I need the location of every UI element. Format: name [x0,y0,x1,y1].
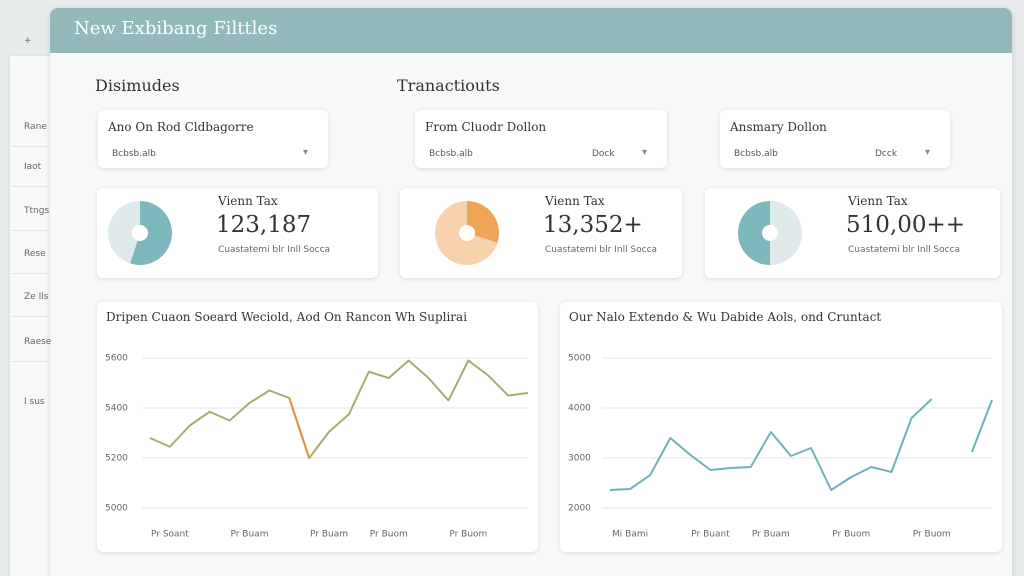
stat-value: 510,00++ [846,212,966,238]
filter-value: Bcbsb.alb [429,149,473,159]
pie-slice [130,201,172,265]
x-tick-label: Pr Buam [752,530,790,540]
pie-chart [108,201,172,265]
pie-center [762,225,778,241]
y-tick-label: 3000 [568,454,591,464]
stat-caption: Cuastatemi blr Inll Socca [218,245,331,255]
filter-card: From Cluodr Dollon Bcbsb.alb Dock ▾ [415,110,667,168]
filter-card: Ansmary Dollon Bcbsb.alb Dcck ▾ [720,110,950,168]
filter-action: Dcck [875,149,898,159]
pie-center [132,225,148,241]
pie-slice [738,201,770,265]
chart-title: Dripen Cuaon Soeard Weciold, Aod On Ranc… [106,310,468,324]
chart-card: Our Nalo Extendo & Wu Dabide Aols, ond C… [560,302,1002,552]
stat-value: 13,352+ [543,212,643,238]
stat-label: Vienn Tax [848,194,908,208]
x-tick-label: Pr Buom [913,530,951,540]
filter-card: Ano On Rod Cldbagorre Bcbsb.alb ▾ [98,110,328,168]
x-tick-label: Pr Buom [370,530,408,540]
filter-label: From Cluodr Dollon [425,120,547,134]
chart-card: Dripen Cuaon Soeard Weciold, Aod On Ranc… [97,302,538,552]
sidebar-item: Ttngs [24,206,50,216]
sidebar-item: Rane [24,122,47,132]
filter-value: Bcbsb.alb [734,149,778,159]
section-title: Tranactiouts [397,76,500,95]
sidebar-item: Iaot [24,162,42,172]
stat-value: 123,187 [216,212,312,238]
pie-chart [738,201,802,265]
filter-caret: ▾ [925,147,931,158]
sidebar-divider [12,146,48,147]
header-title: New Exbibang Filttles [74,18,278,39]
sidebar-divider [12,230,48,231]
filter-action: Dock [592,149,615,159]
stat-label: Vienn Tax [218,194,278,208]
y-tick-label: 4000 [568,404,591,414]
pie-slice [108,201,140,264]
line-highlight [288,397,311,459]
y-tick-label: 5200 [105,454,128,464]
filter-label: Ansmary Dollon [730,120,827,134]
line-chart: 2000 3000 4000 5000 Mi Bami Pr Buant Pr Buam Pr… [568,354,993,540]
pie-chart [435,201,499,265]
stat-label: Vienn Tax [545,194,605,208]
filter-caret: ▾ [303,147,309,158]
pie-center [459,225,475,241]
sidebar-item: + [24,36,32,46]
sidebar-divider [12,186,48,187]
header-bar [50,8,1012,53]
stat-card: Vienn Tax 13,352+ Cuastatemi blr Inll Socc… [400,188,682,278]
filter-caret: ▾ [642,147,648,158]
pie-slice [467,201,499,243]
y-tick-label: 5000 [568,354,591,364]
x-tick-label: Pr Buom [832,530,870,540]
x-tick-label: Pr Buam [310,530,348,540]
stat-caption: Cuastatemi blr Inll Socca [848,245,961,255]
sidebar-divider [12,273,48,274]
sidebar-item: Rese [24,249,46,259]
y-tick-label: 5000 [105,504,128,514]
sidebar-divider [12,316,48,317]
stat-card: Vienn Tax 123,187 Cuastatemi blr Inll Socc… [97,188,378,278]
line-series [970,399,993,453]
sidebar-divider [12,361,48,362]
sidebar-item: I sus [24,397,45,407]
section-title: Disimudes [95,76,180,95]
line-chart: 5000 5200 5400 5600 Pr Soant Pr Buam Pr Buam Pr… [105,354,529,540]
sidebar-item: Ze Ils [24,292,49,302]
stat-caption: Cuastatemi blr Inll Socca [545,245,658,255]
x-tick-label: Pr Soant [151,530,189,540]
stat-card: Vienn Tax 510,00++ Cuastatemi blr Inll Soc… [705,188,1000,278]
sidebar-item: Raese [24,337,52,347]
y-tick-label: 5400 [105,404,128,414]
x-tick-label: Pr Buom [449,530,487,540]
x-tick-label: Pr Buam [230,530,268,540]
y-tick-label: 5600 [105,354,128,364]
x-tick-label: Mi Bami [612,530,648,540]
chart-title: Our Nalo Extendo & Wu Dabide Aols, ond C… [569,310,882,324]
filter-label: Ano On Rod Cldbagorre [108,120,254,134]
x-tick-label: Pr Buant [691,530,730,540]
pie-slice [770,201,802,265]
filter-value: Bcbsb.alb [112,149,156,159]
line-series [149,359,529,459]
line-series [609,398,933,491]
y-tick-label: 2000 [568,504,591,514]
